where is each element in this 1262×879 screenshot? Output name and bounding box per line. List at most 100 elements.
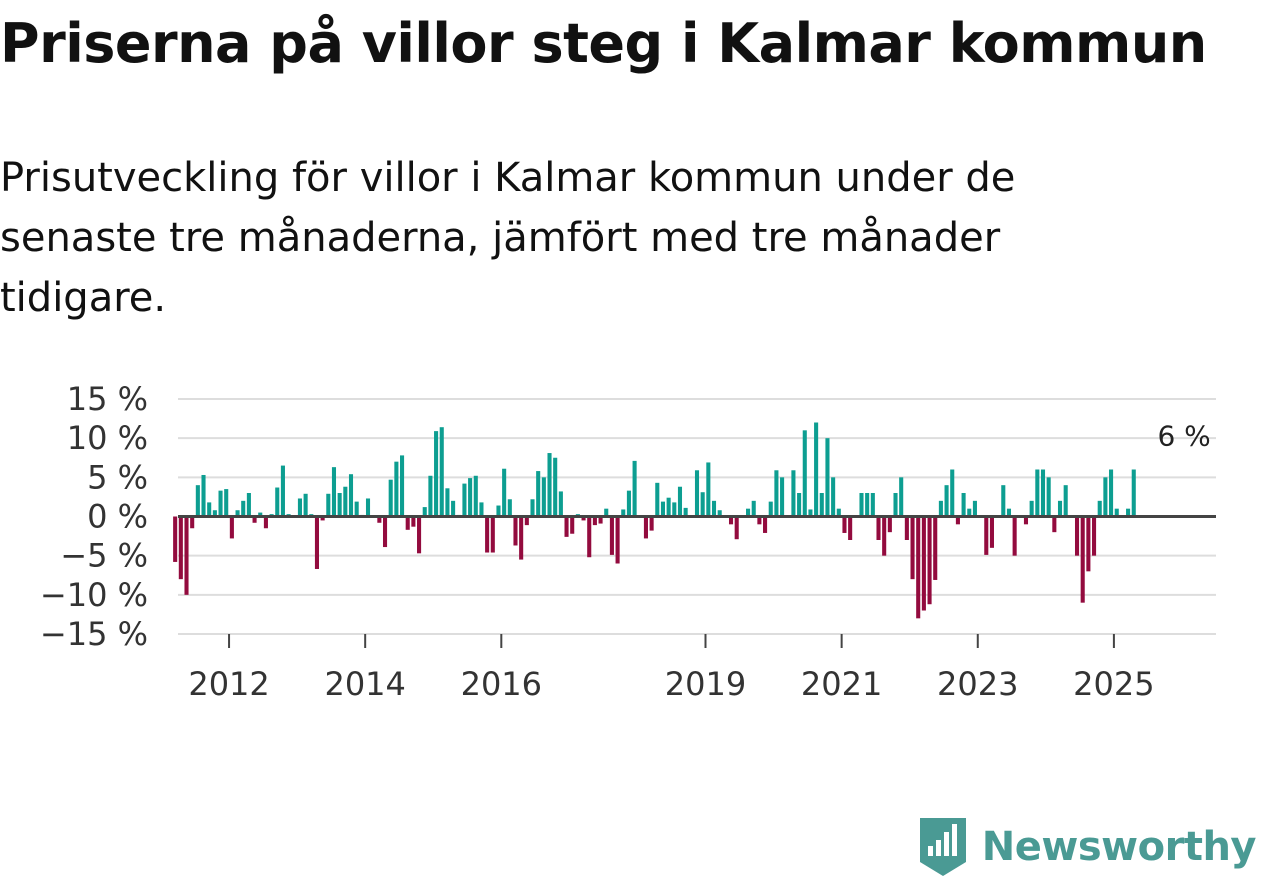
data-bar xyxy=(1063,485,1068,517)
data-bar xyxy=(439,427,444,517)
data-bar xyxy=(842,516,847,533)
data-bar xyxy=(615,516,620,564)
y-tick-label: 5 % xyxy=(87,458,148,496)
data-bar xyxy=(212,510,217,517)
data-bar xyxy=(989,516,994,548)
data-bar xyxy=(536,471,541,517)
data-bar xyxy=(1103,477,1108,517)
data-bar xyxy=(780,477,785,517)
data-bar xyxy=(876,516,881,540)
data-bar xyxy=(865,493,870,517)
data-bar xyxy=(649,516,654,531)
data-bar xyxy=(734,516,739,540)
data-bar xyxy=(746,508,751,517)
data-bar xyxy=(587,516,592,558)
data-bar xyxy=(621,509,626,517)
data-bar xyxy=(1126,508,1131,517)
data-bar xyxy=(405,516,410,530)
data-bar xyxy=(859,493,864,517)
data-bar xyxy=(320,516,325,521)
data-bar xyxy=(354,501,359,517)
data-bar xyxy=(955,516,960,525)
data-bar xyxy=(711,500,717,517)
x-tick-label: 2021 xyxy=(801,665,882,703)
data-bar xyxy=(797,493,802,517)
data-bar xyxy=(802,430,807,517)
data-bar xyxy=(921,516,926,611)
data-bar xyxy=(938,500,943,517)
data-bar xyxy=(530,499,535,517)
y-tick-label: 15 % xyxy=(67,380,148,418)
x-axis: 2012 2014 2016 2019 2021 2023 2025 xyxy=(178,633,1216,703)
data-bar xyxy=(944,485,949,517)
data-bar xyxy=(275,487,280,517)
data-bar xyxy=(570,516,575,534)
data-bar xyxy=(904,516,909,540)
data-bar xyxy=(1040,469,1046,517)
data-bar xyxy=(1092,516,1097,556)
annotations: 6 % xyxy=(1157,420,1210,453)
data-bar xyxy=(609,516,614,555)
data-bar xyxy=(224,489,229,517)
data-bar xyxy=(173,516,178,562)
data-bar xyxy=(825,438,830,517)
data-bar xyxy=(1109,469,1114,517)
y-tick-label: −5 % xyxy=(60,537,148,575)
bars xyxy=(173,422,1136,619)
x-tick-label: 2014 xyxy=(324,665,405,703)
data-bar xyxy=(235,510,240,517)
y-tick-label: 0 % xyxy=(87,498,148,536)
data-bar xyxy=(660,501,666,517)
data-bar xyxy=(984,516,989,555)
data-bar xyxy=(1029,500,1034,517)
data-bar xyxy=(626,490,631,517)
data-bar xyxy=(417,516,422,554)
x-tick-label: 2012 xyxy=(188,665,269,703)
data-bar xyxy=(1131,469,1136,517)
data-bar xyxy=(496,505,501,517)
data-bar xyxy=(632,460,637,517)
data-bar xyxy=(961,493,966,517)
data-bar xyxy=(887,516,892,533)
data-bar xyxy=(819,493,824,517)
data-bar xyxy=(246,493,251,517)
data-bar xyxy=(218,490,223,517)
data-bar xyxy=(655,482,660,517)
data-bar xyxy=(502,468,507,517)
data-bar xyxy=(1035,469,1040,517)
y-axis-labels: 15 %10 %5 %0 %−5 %−10 %−15 % xyxy=(40,380,148,653)
data-bar xyxy=(490,516,495,553)
data-bar xyxy=(672,502,677,517)
data-bar xyxy=(808,509,813,517)
data-bar xyxy=(445,488,450,517)
data-bar xyxy=(1023,516,1029,525)
data-bar xyxy=(451,500,456,517)
data-bar xyxy=(229,516,234,539)
data-bar xyxy=(592,516,597,526)
data-bar xyxy=(967,508,972,517)
newsworthy-logo-icon xyxy=(919,818,966,876)
data-bar xyxy=(485,516,490,553)
annotation-label: 6 % xyxy=(1157,420,1210,453)
data-bar xyxy=(666,497,671,517)
data-bar xyxy=(831,477,836,517)
data-bar xyxy=(972,500,977,517)
data-bar xyxy=(910,516,915,580)
brand-name: Newsworthy xyxy=(981,824,1257,870)
data-bar xyxy=(184,516,189,595)
data-bar xyxy=(899,477,904,517)
data-bar xyxy=(700,492,705,517)
x-tick-label: 2023 xyxy=(937,665,1018,703)
data-bar xyxy=(178,516,183,580)
data-bar xyxy=(428,475,433,517)
data-bar xyxy=(388,479,393,517)
data-bar xyxy=(882,516,887,556)
data-bar xyxy=(553,457,558,517)
data-bar xyxy=(400,455,405,517)
x-tick-label: 2025 xyxy=(1073,665,1154,703)
data-bar xyxy=(717,510,722,517)
data-bar xyxy=(434,431,439,517)
data-bar xyxy=(365,498,371,517)
data-bar xyxy=(564,516,569,537)
data-bar xyxy=(343,486,348,517)
